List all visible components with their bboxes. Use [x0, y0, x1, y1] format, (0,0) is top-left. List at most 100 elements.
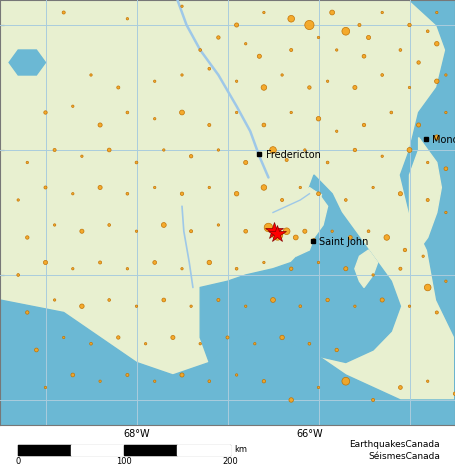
Text: 0: 0	[15, 457, 20, 466]
Text: 200: 200	[222, 457, 238, 466]
Point	[133, 303, 140, 310]
Point	[333, 127, 340, 135]
Point	[406, 303, 413, 310]
Point	[151, 377, 158, 385]
Point	[24, 234, 31, 241]
Point	[351, 146, 359, 154]
Point	[442, 109, 450, 116]
Point	[197, 340, 204, 347]
Point	[442, 71, 450, 79]
Point	[78, 303, 86, 310]
Point	[215, 146, 222, 154]
Point	[433, 40, 440, 48]
Point	[397, 190, 404, 198]
Point	[187, 303, 195, 310]
Point	[406, 84, 413, 91]
Point	[379, 71, 386, 79]
Point	[242, 159, 249, 166]
Point	[260, 259, 268, 266]
Point	[283, 156, 290, 164]
Text: EarthquakesCanada: EarthquakesCanada	[349, 440, 440, 449]
Point	[342, 196, 349, 204]
Point	[424, 196, 431, 204]
Point	[333, 46, 340, 54]
Point	[24, 159, 31, 166]
Point	[242, 40, 249, 48]
Point	[442, 277, 450, 285]
Point	[124, 371, 131, 379]
Point	[233, 21, 240, 29]
Point	[342, 265, 349, 272]
Point	[297, 184, 304, 191]
Point	[288, 396, 295, 403]
Point	[124, 190, 131, 198]
Polygon shape	[0, 300, 455, 425]
Point	[329, 9, 336, 16]
Bar	[124, 445, 177, 455]
Point	[251, 340, 258, 347]
Point	[278, 71, 286, 79]
Point	[315, 190, 322, 198]
Point	[397, 46, 404, 54]
Point	[96, 377, 104, 385]
Point	[87, 71, 95, 79]
Point	[87, 340, 95, 347]
Point	[78, 227, 86, 235]
Point	[301, 146, 308, 154]
Point	[51, 221, 58, 229]
Point	[106, 221, 113, 229]
Point	[215, 296, 222, 304]
Point	[115, 334, 122, 341]
Point	[406, 21, 413, 29]
Point	[333, 346, 340, 354]
Bar	[177, 445, 230, 455]
Point	[260, 377, 268, 385]
Point	[142, 340, 149, 347]
Point	[347, 234, 354, 241]
Point	[60, 9, 67, 16]
Point	[369, 184, 377, 191]
Point	[278, 334, 286, 341]
Point	[69, 190, 76, 198]
Point	[269, 146, 277, 154]
Point	[292, 234, 299, 241]
Text: Moncton: Moncton	[432, 135, 455, 145]
Point	[151, 78, 158, 85]
Point	[369, 396, 377, 403]
Point	[197, 46, 204, 54]
Text: 66°W: 66°W	[296, 429, 323, 439]
Point	[178, 190, 186, 198]
Point	[215, 221, 222, 229]
Point	[178, 2, 186, 10]
Point	[169, 334, 177, 341]
Point	[433, 78, 440, 85]
Point	[365, 34, 372, 41]
Point	[42, 259, 49, 266]
Point	[397, 384, 404, 391]
Point	[424, 377, 431, 385]
Point	[215, 34, 222, 41]
Point	[451, 390, 455, 397]
Point	[187, 153, 195, 160]
Point	[224, 334, 231, 341]
Point	[206, 121, 213, 129]
Point	[324, 159, 331, 166]
Point	[415, 59, 422, 66]
Point	[433, 9, 440, 16]
Point	[260, 121, 268, 129]
Point	[260, 84, 268, 91]
Point	[379, 296, 386, 304]
Point	[442, 165, 450, 172]
Point	[369, 271, 377, 279]
Point	[206, 377, 213, 385]
Point	[324, 296, 331, 304]
Point	[233, 190, 240, 198]
Point	[124, 15, 131, 22]
Point	[42, 384, 49, 391]
Point	[33, 346, 40, 354]
Point	[60, 334, 67, 341]
Text: SéismesCanada: SéismesCanada	[368, 453, 440, 461]
Point	[315, 384, 322, 391]
Point	[42, 184, 49, 191]
Point	[24, 309, 31, 316]
